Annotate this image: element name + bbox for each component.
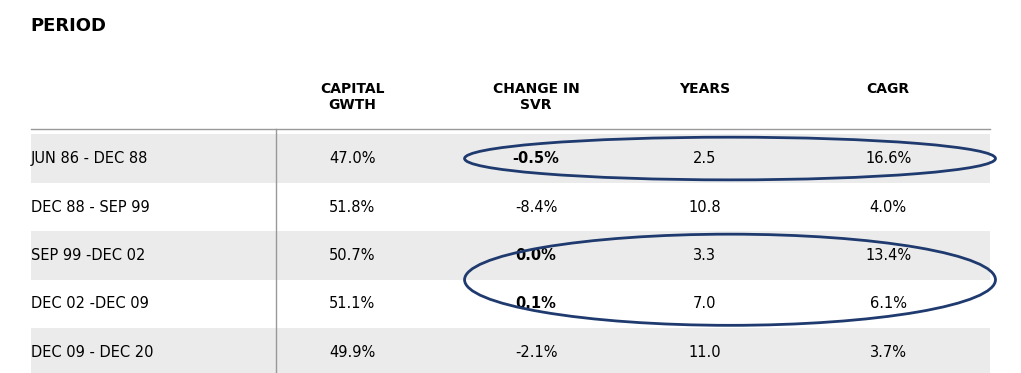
Bar — [31, 134, 990, 183]
Text: DEC 88 - SEP 99: DEC 88 - SEP 99 — [31, 200, 149, 214]
Text: 7.0: 7.0 — [692, 297, 717, 311]
Text: 4.0%: 4.0% — [870, 200, 907, 214]
Text: 6.1%: 6.1% — [870, 297, 907, 311]
Text: 16.6%: 16.6% — [865, 151, 912, 166]
Text: 51.8%: 51.8% — [329, 200, 376, 214]
Text: 3.3: 3.3 — [693, 248, 716, 263]
Text: -0.5%: -0.5% — [513, 151, 560, 166]
Text: PERIOD: PERIOD — [31, 17, 106, 35]
Text: -8.4%: -8.4% — [515, 200, 557, 214]
Text: DEC 02 -DEC 09: DEC 02 -DEC 09 — [31, 297, 148, 311]
Text: 49.9%: 49.9% — [329, 345, 376, 360]
Text: YEARS: YEARS — [679, 82, 730, 96]
Text: CAPITAL
GWTH: CAPITAL GWTH — [320, 82, 385, 112]
Text: CAGR: CAGR — [867, 82, 910, 96]
Text: DEC 09 - DEC 20: DEC 09 - DEC 20 — [31, 345, 153, 360]
Bar — [31, 328, 990, 373]
Bar — [31, 231, 990, 280]
Text: 10.8: 10.8 — [688, 200, 721, 214]
Text: 50.7%: 50.7% — [329, 248, 376, 263]
Text: JUN 86 - DEC 88: JUN 86 - DEC 88 — [31, 151, 148, 166]
Text: SEP 99 -DEC 02: SEP 99 -DEC 02 — [31, 248, 145, 263]
Text: 51.1%: 51.1% — [329, 297, 376, 311]
Text: 2.5: 2.5 — [693, 151, 716, 166]
Text: 3.7%: 3.7% — [870, 345, 907, 360]
Text: CHANGE IN
SVR: CHANGE IN SVR — [493, 82, 579, 112]
Text: 47.0%: 47.0% — [329, 151, 376, 166]
Text: -2.1%: -2.1% — [515, 345, 557, 360]
Text: 13.4%: 13.4% — [865, 248, 912, 263]
Text: 0.0%: 0.0% — [516, 248, 556, 263]
Text: 11.0: 11.0 — [688, 345, 721, 360]
Text: 0.1%: 0.1% — [516, 297, 556, 311]
